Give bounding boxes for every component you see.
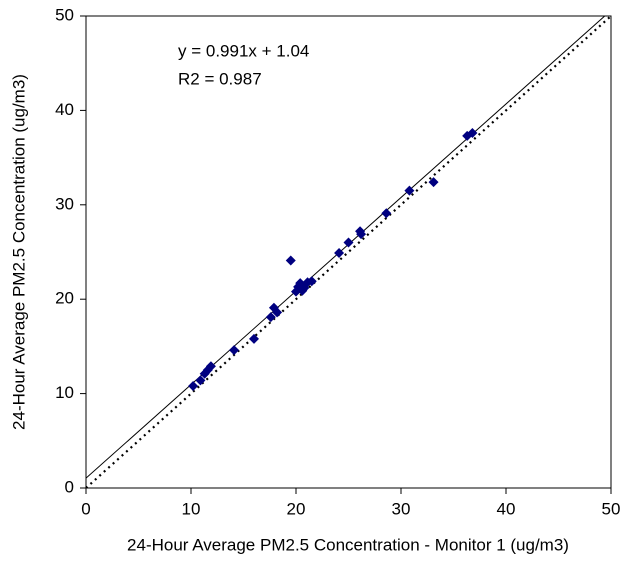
data-point xyxy=(265,312,276,323)
data-point xyxy=(285,255,296,266)
data-point xyxy=(356,229,367,240)
x-axis-label: 24-Hour Average PM2.5 Concentration - Mo… xyxy=(127,535,569,554)
x-tick-label: 0 xyxy=(81,499,90,518)
y-tick-label: 50 xyxy=(55,5,74,24)
x-tick-label: 50 xyxy=(602,499,621,518)
x-tick-label: 20 xyxy=(287,499,306,518)
data-point xyxy=(381,208,392,219)
y-tick-label: 0 xyxy=(65,477,74,496)
data-point xyxy=(428,177,439,188)
x-tick-label: 40 xyxy=(497,499,516,518)
plot-frame xyxy=(85,15,612,489)
y-axis-label: 24-Hour Average PM2.5 Concentration (ug/… xyxy=(9,74,28,430)
y-tick-label: 30 xyxy=(55,194,74,213)
data-point xyxy=(249,333,259,344)
data-point xyxy=(205,361,216,372)
one-to-one-line xyxy=(86,16,611,488)
data-point xyxy=(272,307,283,318)
x-tick-label: 10 xyxy=(182,499,201,518)
y-tick-label: 20 xyxy=(55,289,74,308)
data-point xyxy=(306,276,317,287)
y-tick-label: 40 xyxy=(55,100,74,119)
equation-annotation: y = 0.991x + 1.04 xyxy=(178,41,309,60)
data-point xyxy=(404,185,415,196)
data-point xyxy=(188,381,199,392)
data-point xyxy=(334,247,345,258)
r-squared-annotation: R2 = 0.987 xyxy=(178,69,262,88)
data-point xyxy=(229,345,240,356)
y-tick-label: 10 xyxy=(55,383,74,402)
data-point xyxy=(343,237,354,248)
data-point xyxy=(195,375,206,386)
data-point xyxy=(467,128,478,139)
x-tick-label: 30 xyxy=(392,499,411,518)
